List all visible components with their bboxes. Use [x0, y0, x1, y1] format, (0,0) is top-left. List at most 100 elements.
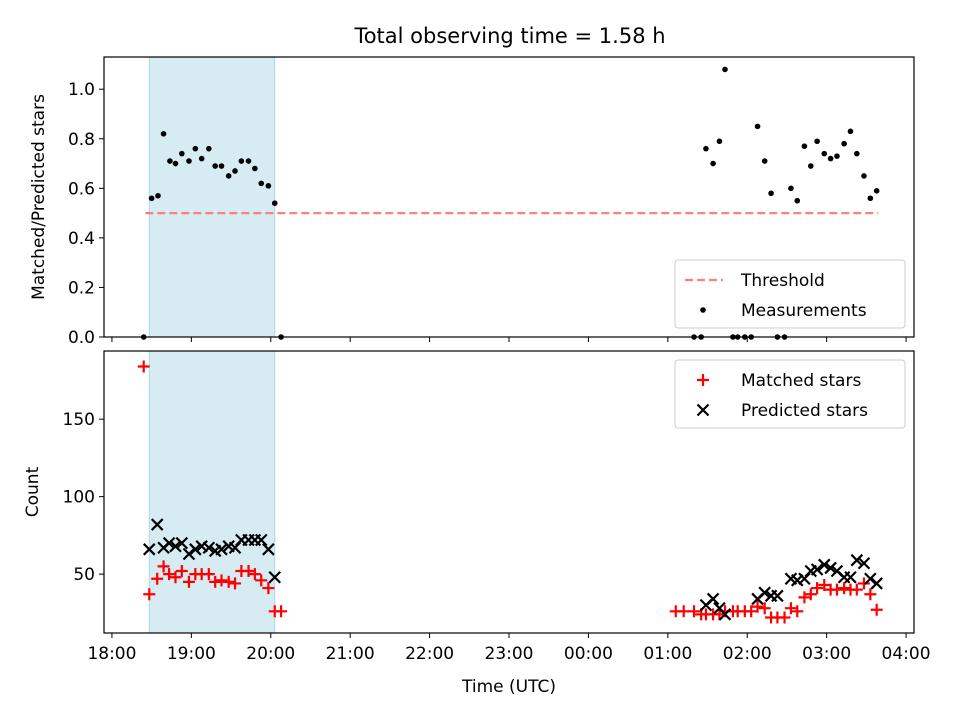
- measurement-point: [781, 334, 788, 340]
- x-tick-label: 00:00: [564, 644, 613, 664]
- matched-star-marker: [850, 583, 863, 596]
- predicted-star-marker: [771, 589, 784, 603]
- y-tick-label: 0.8: [68, 130, 95, 150]
- matched-star-marker: [804, 588, 817, 601]
- predicted-star-marker: [189, 543, 202, 556]
- measurement-point: [198, 155, 205, 162]
- measurement-point: [827, 155, 834, 162]
- predicted-star-marker: [758, 586, 771, 599]
- y-tick-label: 1.0: [68, 80, 95, 100]
- matched-star-marker: [182, 575, 195, 588]
- x-tick-label: 01:00: [643, 644, 692, 664]
- matched-star-marker: [778, 611, 791, 624]
- matched-star-marker: [784, 602, 797, 615]
- measurement-point: [155, 192, 161, 199]
- measurement-point: [788, 185, 794, 192]
- matched-star-marker: [830, 583, 843, 596]
- x-tick-label: 03:00: [802, 644, 851, 664]
- top-panel: 0.0 0.2 0.4 0.6 0.8 1.0 Matched/Predicted star…: [29, 56, 915, 348]
- legend-box: [674, 359, 906, 429]
- matched-star-marker: [838, 582, 851, 595]
- matched-star-marker: [137, 360, 150, 373]
- predicted-star-marker: [718, 608, 732, 621]
- predicted-star-marker: [150, 518, 164, 531]
- measurement-point: [278, 334, 284, 340]
- matched-star-marker: [688, 605, 701, 618]
- y-tick-label: 100: [63, 488, 95, 508]
- predicted-star-marker: [262, 543, 275, 556]
- measurement-point: [238, 158, 245, 164]
- measurement-point: [734, 334, 741, 340]
- legend-matched-swatch: [697, 374, 709, 386]
- matched-star-marker: [175, 565, 188, 578]
- matched-star-marker: [143, 588, 156, 601]
- measurement-point: [722, 66, 728, 73]
- measurement-point: [730, 334, 736, 340]
- measurement-point: [867, 195, 874, 202]
- measurement-point: [691, 334, 697, 340]
- y-tick-label: 0.0: [68, 328, 95, 348]
- predicted-star-marker: [182, 547, 196, 561]
- predicted-star-marker: [824, 561, 837, 575]
- y-tick-label: 50: [73, 565, 95, 585]
- matched-star-marker: [864, 588, 877, 601]
- x-tick-label: 22:00: [405, 644, 454, 664]
- measurement-point: [265, 183, 272, 189]
- measurement-point: [801, 143, 808, 150]
- measurement-point: [206, 145, 212, 152]
- measurement-point: [703, 145, 709, 152]
- predicted-star-marker: [810, 563, 824, 576]
- matched-star-marker: [255, 574, 268, 587]
- measurement-point: [192, 145, 199, 152]
- measurement-point: [160, 131, 167, 137]
- chart-title: Total observing time = 1.58 h: [353, 24, 665, 48]
- measurement-point: [186, 158, 192, 164]
- measurement-point: [148, 195, 155, 202]
- matched-star-marker: [811, 582, 824, 595]
- x-tick-label: 02:00: [723, 644, 772, 664]
- measurement-point: [179, 150, 185, 157]
- predicted-star-marker: [215, 543, 228, 556]
- predicted-star-marker: [706, 592, 720, 606]
- measurement-point: [698, 334, 704, 340]
- measurement-point: [245, 158, 252, 164]
- legend-box: [674, 259, 906, 329]
- legend-measurement-swatch: [700, 307, 706, 313]
- matched-star-marker: [857, 577, 870, 590]
- measurement-point: [742, 334, 748, 340]
- measurement-point: [232, 168, 238, 174]
- legend-label: Measurements: [741, 301, 867, 321]
- x-tick-label: 20:00: [246, 644, 295, 664]
- x-tick-label: 19:00: [167, 644, 216, 664]
- legend: Threshold Measurements: [674, 259, 906, 329]
- shaded-span: [148, 350, 276, 634]
- measurement-point: [225, 173, 232, 179]
- measurement-point: [167, 158, 173, 164]
- measurement-point: [212, 163, 218, 169]
- y-tick-label: 150: [63, 410, 95, 430]
- measurement-point: [821, 150, 828, 157]
- legend: Matched stars Predicted stars: [674, 359, 906, 429]
- measurement-point: [873, 188, 880, 194]
- measurement-point: [271, 200, 278, 206]
- measurement-point: [861, 173, 867, 179]
- matched-star-marker: [798, 591, 811, 604]
- y-tick-label: 0.6: [68, 179, 95, 199]
- y-tick-label: 0.4: [68, 229, 95, 249]
- matched-star-marker: [169, 571, 182, 584]
- matched-star-marker: [209, 575, 222, 588]
- matched-star-marker: [677, 605, 690, 618]
- y-axis-label: Matched/Predicted stars: [29, 94, 49, 300]
- legend-label: Predicted stars: [741, 401, 868, 421]
- matched-star-marker: [275, 605, 288, 618]
- predicted-star-marker: [870, 577, 883, 590]
- shaded-span: [148, 56, 276, 338]
- measurement-point: [847, 128, 854, 135]
- predicted-star-marker: [864, 572, 877, 586]
- matched-star-marker: [157, 560, 170, 573]
- predicted-star-marker: [857, 556, 871, 570]
- measurement-point: [140, 334, 147, 340]
- predicted-star-marker: [850, 553, 864, 567]
- measurement-point: [258, 180, 265, 187]
